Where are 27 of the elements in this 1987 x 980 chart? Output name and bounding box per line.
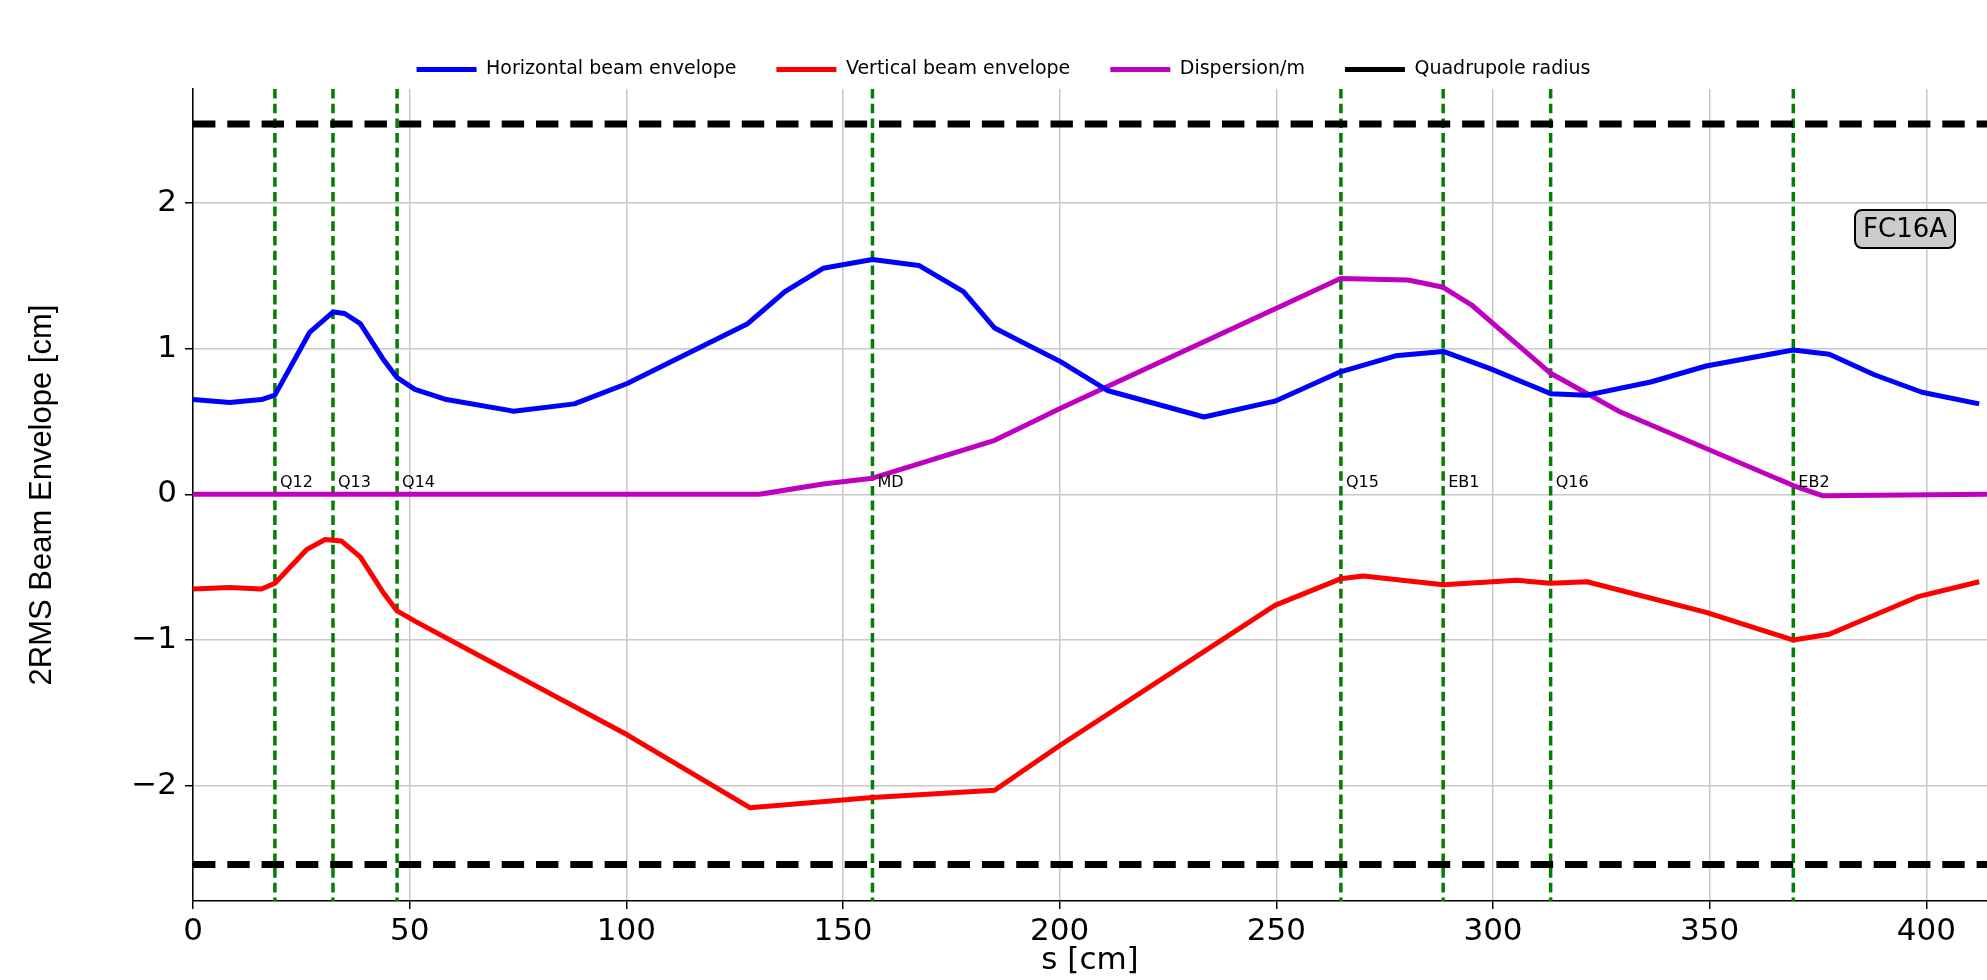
y-tick-label: 2 <box>157 181 177 218</box>
ref-line-label: Q15 <box>1345 472 1379 492</box>
ref-line-label: EB2 <box>1798 472 1830 492</box>
legend-label: Quadrupole radius <box>1414 56 1591 79</box>
x-tick-label: 300 <box>1463 910 1523 947</box>
ref-line-label: Q16 <box>1555 472 1589 492</box>
annotation: FC16A <box>1863 212 1948 243</box>
y-axis-title: 2RMS Beam Envelope [cm] <box>23 304 59 686</box>
legend-label: Dispersion/m <box>1179 56 1305 79</box>
legend-label: Vertical beam envelope <box>845 56 1071 79</box>
ref-line-label: Q13 <box>337 472 371 492</box>
x-tick-label: 0 <box>183 910 203 947</box>
y-tick-label: 1 <box>157 327 177 364</box>
x-tick-label: 50 <box>389 910 430 947</box>
legend-label: Horizontal beam envelope <box>486 56 737 79</box>
ref-line-label: EB1 <box>1448 472 1480 492</box>
y-tick-label: −1 <box>131 619 177 656</box>
ref-line-label: Q12 <box>279 472 313 492</box>
x-tick-label: 100 <box>596 910 656 947</box>
y-tick-label: −2 <box>131 764 177 801</box>
x-tick-label: 400 <box>1896 910 1956 947</box>
x-tick-label: 250 <box>1246 910 1306 947</box>
y-tick-label: 0 <box>157 473 177 510</box>
ref-line-label: Q14 <box>402 472 436 492</box>
x-tick-label: 150 <box>813 910 873 947</box>
x-tick-label: 350 <box>1680 910 1740 947</box>
ref-line-label: MD <box>877 472 904 492</box>
